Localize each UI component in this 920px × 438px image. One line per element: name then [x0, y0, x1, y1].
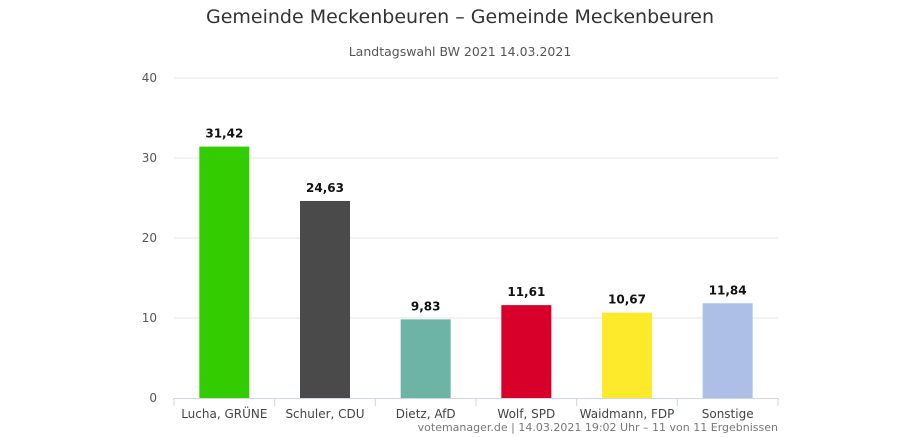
data-label: 10,67: [608, 293, 646, 307]
data-label: 31,42: [205, 127, 243, 141]
bar-4[interactable]: [501, 305, 552, 398]
x-tick-label: Waidmann, FDP: [580, 407, 675, 421]
data-label: 11,84: [709, 283, 747, 297]
chart-subtitle: Landtagswahl BW 2021 14.03.2021: [348, 44, 572, 59]
data-label: 11,61: [507, 285, 545, 299]
x-tick-label: Dietz, AfD: [396, 407, 456, 421]
data-label: 9,83: [411, 299, 441, 313]
bar-3[interactable]: [400, 319, 451, 398]
bar-6[interactable]: [702, 303, 753, 398]
data-label: 24,63: [306, 181, 344, 195]
y-tick-label: 10: [142, 311, 157, 325]
y-tick-label: 40: [142, 71, 157, 85]
x-tick-label: Schuler, CDU: [285, 407, 364, 421]
y-tick-label: 0: [149, 391, 157, 405]
bar-1[interactable]: [199, 146, 250, 398]
chart-title: Gemeinde Meckenbeuren – Gemeinde Meckenb…: [205, 6, 715, 28]
y-tick-label: 30: [142, 151, 157, 165]
bar-5[interactable]: [602, 312, 652, 398]
x-tick-label: Sonstige: [702, 407, 754, 421]
x-tick-label: Wolf, SPD: [497, 407, 555, 421]
bar-2[interactable]: [300, 200, 350, 398]
chart-credits[interactable]: votemanager.de | 14.03.2021 19:02 Uhr – …: [417, 421, 778, 434]
x-tick-label: Lucha, GRÜNE: [181, 405, 267, 421]
y-tick-label: 20: [142, 231, 157, 245]
